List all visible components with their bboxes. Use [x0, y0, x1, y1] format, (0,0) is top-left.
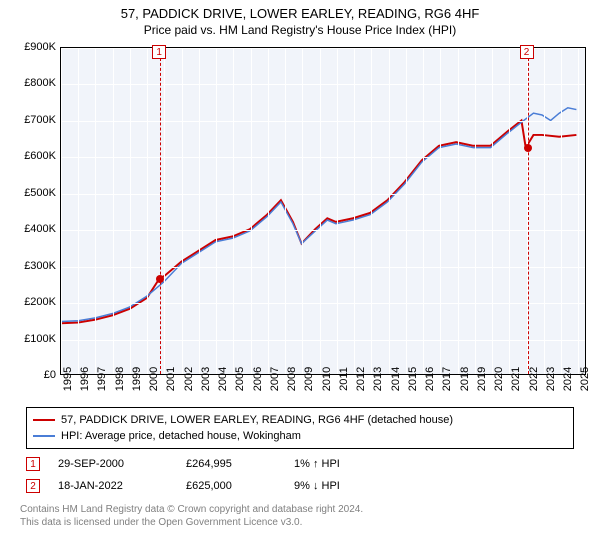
gridline-vertical [337, 48, 338, 374]
gridline-vertical [423, 48, 424, 374]
gridline-vertical [544, 48, 545, 374]
gridline-horizontal [61, 230, 585, 231]
transactions-table: 1 29-SEP-2000 £264,995 1% ↑ HPI 2 18-JAN-2022… [26, 453, 574, 497]
y-tick-label: £500K [12, 187, 56, 199]
credits-line-1: Contains HM Land Registry data © Crown c… [20, 503, 580, 516]
gridline-vertical [199, 48, 200, 374]
legend-label: HPI: Average price, detached house, Woki… [61, 430, 301, 442]
legend-swatch [33, 435, 55, 437]
marker-dot [156, 275, 164, 283]
y-tick-label: £200K [12, 296, 56, 308]
gridline-vertical [406, 48, 407, 374]
transaction-date: 18-JAN-2022 [58, 480, 168, 492]
gridline-horizontal [61, 303, 585, 304]
y-tick-label: £900K [12, 41, 56, 53]
gridline-vertical [509, 48, 510, 374]
legend-box: 57, PADDICK DRIVE, LOWER EARLEY, READING… [26, 407, 574, 449]
gridline-horizontal [61, 157, 585, 158]
gridline-horizontal [61, 84, 585, 85]
gridline-vertical [492, 48, 493, 374]
y-tick-label: £700K [12, 114, 56, 126]
marker-dot [524, 144, 532, 152]
gridline-horizontal [61, 267, 585, 268]
gridline-horizontal [61, 121, 585, 122]
gridline-vertical [475, 48, 476, 374]
transaction-diff: 9% ↓ HPI [294, 480, 414, 492]
y-tick-label: £100K [12, 333, 56, 345]
transaction-badge: 1 [26, 457, 40, 471]
credits: Contains HM Land Registry data © Crown c… [20, 503, 580, 529]
credits-line-2: This data is licensed under the Open Gov… [20, 516, 580, 529]
chart-subtitle: Price paid vs. HM Land Registry's House … [0, 21, 600, 41]
marker-badge: 2 [520, 45, 534, 59]
gridline-vertical [216, 48, 217, 374]
legend-row: HPI: Average price, detached house, Woki… [33, 428, 567, 444]
y-tick-label: £800K [12, 77, 56, 89]
legend-label: 57, PADDICK DRIVE, LOWER EARLEY, READING… [61, 414, 453, 426]
chart-title: 57, PADDICK DRIVE, LOWER EARLEY, READING… [0, 0, 600, 21]
gridline-horizontal [61, 194, 585, 195]
line-series-svg [61, 48, 585, 374]
gridline-vertical [164, 48, 165, 374]
transaction-diff: 1% ↑ HPI [294, 458, 414, 470]
gridline-vertical [95, 48, 96, 374]
gridline-vertical [561, 48, 562, 374]
gridline-vertical [440, 48, 441, 374]
plot-area [60, 47, 586, 375]
marker-badge: 1 [152, 45, 166, 59]
gridline-vertical [147, 48, 148, 374]
transaction-badge: 2 [26, 479, 40, 493]
gridline-vertical [371, 48, 372, 374]
transaction-row: 1 29-SEP-2000 £264,995 1% ↑ HPI [26, 453, 574, 475]
marker-line [160, 48, 161, 374]
marker-line [528, 48, 529, 374]
gridline-vertical [578, 48, 579, 374]
y-tick-label: £600K [12, 150, 56, 162]
gridline-vertical [268, 48, 269, 374]
legend-swatch [33, 419, 55, 421]
gridline-vertical [302, 48, 303, 374]
gridline-vertical [113, 48, 114, 374]
y-tick-label: £300K [12, 260, 56, 272]
gridline-vertical [458, 48, 459, 374]
x-tick-label: 2025 [577, 367, 599, 391]
gridline-vertical [130, 48, 131, 374]
gridline-vertical [61, 48, 62, 374]
gridline-horizontal [61, 340, 585, 341]
transaction-price: £625,000 [186, 480, 276, 492]
gridline-vertical [251, 48, 252, 374]
transaction-price: £264,995 [186, 458, 276, 470]
y-tick-label: £0 [12, 369, 56, 381]
gridline-horizontal [61, 48, 585, 49]
gridline-vertical [320, 48, 321, 374]
chart-container: £0 £100K £200K £300K £400K £500K £600K £700K £80… [10, 41, 590, 401]
gridline-vertical [182, 48, 183, 374]
legend-row: 57, PADDICK DRIVE, LOWER EARLEY, READING… [33, 412, 567, 428]
gridline-vertical [78, 48, 79, 374]
y-tick-label: £400K [12, 223, 56, 235]
gridline-vertical [233, 48, 234, 374]
transaction-date: 29-SEP-2000 [58, 458, 168, 470]
gridline-vertical [389, 48, 390, 374]
gridline-vertical [354, 48, 355, 374]
gridline-vertical [285, 48, 286, 374]
transaction-row: 2 18-JAN-2022 £625,000 9% ↓ HPI [26, 475, 574, 497]
